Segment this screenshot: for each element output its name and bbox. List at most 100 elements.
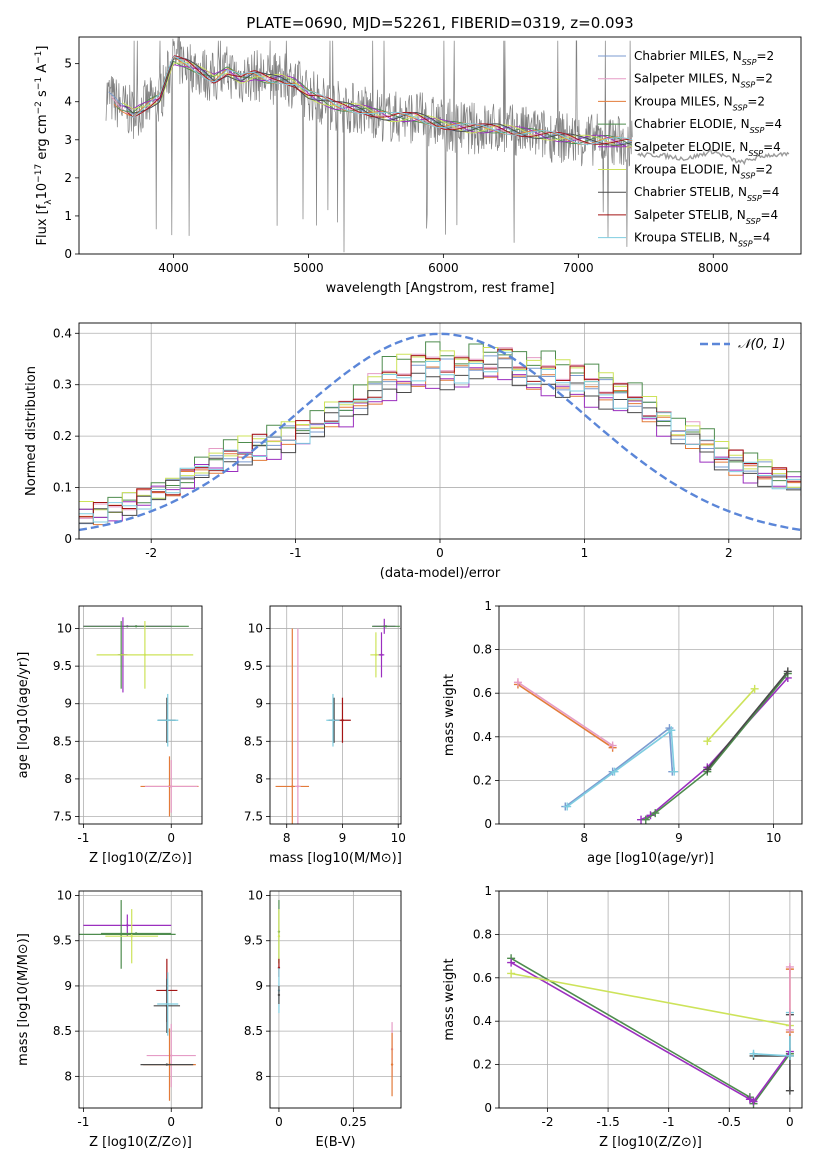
axes-frame <box>498 890 803 1109</box>
hist-chabrier_miles <box>79 355 801 525</box>
marker-kroupa_stelib <box>667 726 676 735</box>
series-chabrier_elodie <box>645 673 789 821</box>
y-tick-label: 0.2 <box>53 429 72 443</box>
x-tick-label: 0 <box>786 1115 794 1129</box>
axes-frame <box>78 890 203 1109</box>
x-tick-label: -1 <box>290 546 302 560</box>
marker-salpeter_miles <box>785 962 794 971</box>
plot-area-mass_weight_vs_age <box>499 606 802 824</box>
axes-mass_weight_vs_Z: -2 -1.5 -1 -0.5 0 0 0.2 0.4 0.6 0.8 1 Z [log10(Z/Z⊙… <box>442 884 803 1150</box>
x-tick-label: 9 <box>675 831 683 845</box>
y-tick-label: 0.4 <box>473 1014 492 1028</box>
y-tick-label: 0.4 <box>53 326 72 340</box>
x-axis-label: age [log10(age/yr)] <box>587 851 714 866</box>
y-tick-label: 0.2 <box>473 1058 492 1072</box>
model-fit-chabrier_stelib <box>124 58 632 146</box>
legend: Chabrier MILES, NSSP=2 Salpeter MILES, NS… <box>598 49 782 248</box>
axes-frame <box>269 890 402 1109</box>
y-tick-label: 0.1 <box>53 481 72 495</box>
series-salpeter_elodie <box>510 961 791 1103</box>
marker-kroupa_elodie <box>507 969 516 978</box>
y-tick-label: 2 <box>64 171 72 185</box>
marker-kroupa_stelib <box>563 802 572 811</box>
point-chabrier_elodie <box>134 932 138 935</box>
x-tick-label: 4000 <box>158 261 189 275</box>
hist-salpeter_miles <box>79 347 801 519</box>
legend-label-salpeter_miles: Salpeter MILES, NSSP=2 <box>634 72 773 90</box>
axes-mass_vs_ebv: 0 0.25 8 8.5 9 9.5 10 E(B-V) <box>244 889 402 1150</box>
axes-frame <box>78 36 802 255</box>
series-kroupa_stelib <box>566 728 675 808</box>
x-tick-label: 0 <box>436 546 444 560</box>
point-kroupa_miles <box>390 1063 394 1066</box>
x-tick-label: 5000 <box>293 261 324 275</box>
x-axis-label: Z [log10(Z/Z⊙)] <box>89 1135 192 1150</box>
x-axis-label: (data-model)/error <box>380 566 501 581</box>
y-tick-label: 0.2 <box>473 773 492 787</box>
marker-kroupa_stelib <box>670 767 679 776</box>
y-tick-label: 8 <box>255 772 263 786</box>
point-kroupa_elodie <box>143 653 147 657</box>
y-tick-label: 7.5 <box>53 809 72 823</box>
y-tick-label: 9 <box>255 979 263 993</box>
point-chabrier_stelib <box>165 1063 169 1066</box>
x-tick-label: 1 <box>581 546 589 560</box>
marker-chabrier_stelib <box>783 667 792 676</box>
axes-mass_vs_Z: -1 0 8 8.5 9 9.5 10 Z [log10(Z/Z⊙)] mass [log10(… <box>16 889 203 1150</box>
marker-chabrier_stelib <box>785 1086 794 1095</box>
plot-area-age_vs_mass <box>270 606 401 824</box>
marker-kroupa_stelib <box>785 1051 794 1060</box>
series-chabrier_elodie <box>510 957 791 1106</box>
y-axis-label: age [log10(age/yr)] <box>16 652 31 779</box>
x-tick-label: 9 <box>339 831 347 845</box>
x-tick-label: -1 <box>77 1115 89 1129</box>
point-salpeter_miles <box>170 785 173 788</box>
point-salpeter_stelib <box>341 719 344 722</box>
y-tick-label: 8.5 <box>53 734 72 748</box>
x-axis-label: E(B-V) <box>315 1135 355 1150</box>
y-tick-label: 8 <box>255 1069 263 1083</box>
point-salpeter_miles <box>170 1054 173 1057</box>
y-tick-label: 0.8 <box>473 927 492 941</box>
x-tick-label: 2 <box>725 546 733 560</box>
x-tick-label: -2 <box>145 546 157 560</box>
series-kroupa_elodie <box>510 972 791 1027</box>
point-kroupa_elodie <box>277 935 281 938</box>
axes-frame <box>498 605 803 825</box>
marker-salpeter_miles <box>785 1025 794 1034</box>
point-chabrier_elodie <box>384 625 388 628</box>
y-axis-label: mass [log10(M/M⊙)] <box>16 933 31 1066</box>
axes-frame <box>78 605 203 825</box>
x-tick-label: 8 <box>580 831 588 845</box>
axes-frame <box>78 322 802 540</box>
legend-label-kroupa_stelib: Kroupa STELIB, NSSP=4 <box>634 231 770 249</box>
plot-area-spectrum <box>105 37 790 253</box>
y-axis-label: Flux [fλ10−17 erg cm−2 s−1 A−1] <box>34 46 54 246</box>
y-tick-label: 7.5 <box>244 809 263 823</box>
y-tick-label: 8 <box>64 1069 72 1083</box>
hist-chabrier_stelib <box>79 363 801 524</box>
y-tick-label: 8 <box>64 772 72 786</box>
series-salpeter_miles <box>517 681 614 747</box>
x-tick-label: -1 <box>77 831 89 845</box>
y-tick-label: 10 <box>248 622 263 636</box>
series-kroupa_elodie <box>706 688 756 742</box>
model-fit-kroupa_stelib <box>130 55 633 145</box>
x-tick-label: 10 <box>766 831 781 845</box>
y-tick-label: 0.6 <box>473 971 492 985</box>
y-tick-label: 0.4 <box>473 730 492 744</box>
y-tick-label: 1 <box>64 209 72 223</box>
marker-kroupa_stelib <box>749 1049 758 1058</box>
legend-label-salpeter_stelib: Salpeter STELIB, NSSP=4 <box>634 208 778 226</box>
y-tick-label: 5 <box>64 57 72 71</box>
plot-area-mass_vs_Z <box>79 891 202 1108</box>
y-axis-label: mass weight <box>442 958 457 1040</box>
axes-mass_weight_vs_age: 8 9 10 0 0.2 0.4 0.6 0.8 1 age [log10(age/yr)] mas… <box>442 599 803 866</box>
plot-area-mass_weight_vs_Z <box>499 891 802 1108</box>
y-tick-label: 0 <box>484 817 492 831</box>
plot-area-residuals <box>79 323 801 539</box>
y-tick-label: 0 <box>64 532 72 546</box>
y-tick-label: 10 <box>57 889 72 903</box>
y-tick-label: 10 <box>57 622 72 636</box>
